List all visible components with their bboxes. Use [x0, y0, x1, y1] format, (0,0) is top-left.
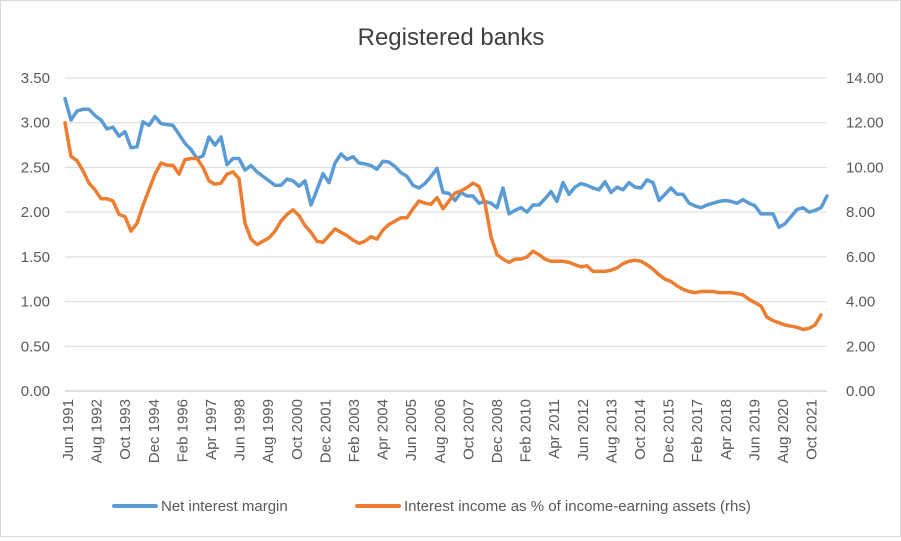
y-right-tick-label: 12.00	[846, 115, 884, 132]
x-tick-label: Feb 2017	[689, 399, 706, 462]
legend-label-interest-income: Interest income as % of income-earning a…	[404, 498, 751, 515]
y-axis-left: 0.00 0.50 1.00 1.50 2.00 2.50 3.00 3.50	[21, 70, 50, 400]
x-tick-label: Jun 2019	[746, 399, 763, 461]
x-tick-label: Jun 1991	[60, 399, 77, 461]
y-right-tick-label: 8.00	[846, 204, 875, 221]
plot-area	[63, 96, 829, 332]
x-tick-label: Apr 2011	[546, 399, 563, 459]
y-left-tick-label: 1.50	[21, 249, 50, 266]
x-tick-label: Dec 2001	[317, 399, 334, 463]
x-tick-label: Feb 2003	[346, 399, 363, 462]
x-tick-label: Oct 2000	[289, 399, 306, 460]
x-tick-label: Aug 1992	[89, 399, 106, 463]
x-tick-label: Dec 2015	[661, 399, 678, 463]
x-tick-label: Oct 1993	[117, 399, 134, 460]
x-tick-label: Apr 2018	[718, 399, 735, 460]
y-right-tick-label: 0.00	[846, 383, 875, 400]
x-axis: Jun 1991 Aug 1992 Oct 1993 Dec 1994 Feb 1996…	[60, 390, 827, 463]
x-tick-label: Oct 2007	[460, 399, 477, 460]
chart-title: Registered banks	[358, 24, 545, 51]
y-right-tick-label: 6.00	[846, 249, 875, 266]
series-line-interest-income	[63, 120, 823, 332]
y-left-tick-label: 1.00	[21, 294, 50, 311]
y-left-tick-label: 3.50	[21, 70, 50, 87]
y-left-tick-label: 0.50	[21, 338, 50, 355]
x-tick-label: Aug 1999	[260, 399, 277, 463]
y-right-tick-label: 2.00	[846, 338, 875, 355]
x-tick-label: Jun 2012	[575, 399, 592, 461]
x-tick-label: Dec 1994	[146, 399, 163, 463]
series-line-net-interest-margin	[63, 96, 829, 230]
x-tick-label: Jun 2005	[403, 399, 420, 461]
x-tick-label: Apr 2004	[375, 399, 392, 460]
y-left-tick-label: 0.00	[21, 383, 50, 400]
y-right-tick-label: 10.00	[846, 159, 884, 176]
x-tick-label: Aug 2020	[775, 399, 792, 463]
x-tick-label: Oct 2014	[632, 399, 649, 460]
x-tick-label: Aug 2006	[432, 399, 449, 463]
y-right-tick-label: 4.00	[846, 294, 875, 311]
x-tick-label: Dec 2008	[489, 399, 506, 463]
x-tick-label: Oct 2021	[804, 399, 821, 460]
legend: Net interest margin Interest income as %…	[112, 498, 751, 515]
x-tick-label: Aug 2013	[603, 399, 620, 463]
legend-label-net-interest-margin: Net interest margin	[161, 498, 288, 515]
x-tick-label: Jun 1998	[232, 399, 249, 461]
x-tick-label: Feb 1996	[174, 399, 191, 462]
y-axis-right: 0.00 2.00 4.00 6.00 8.00 10.00 12.00 14.00	[846, 70, 884, 400]
y-left-tick-label: 2.50	[21, 159, 50, 176]
y-right-tick-label: 14.00	[846, 70, 884, 87]
x-tick-label: Apr 1997	[203, 399, 220, 460]
x-tick-label: Feb 2010	[518, 399, 535, 462]
y-left-tick-label: 3.00	[21, 115, 50, 132]
gridlines	[65, 77, 827, 347]
y-left-tick-label: 2.00	[21, 204, 50, 221]
